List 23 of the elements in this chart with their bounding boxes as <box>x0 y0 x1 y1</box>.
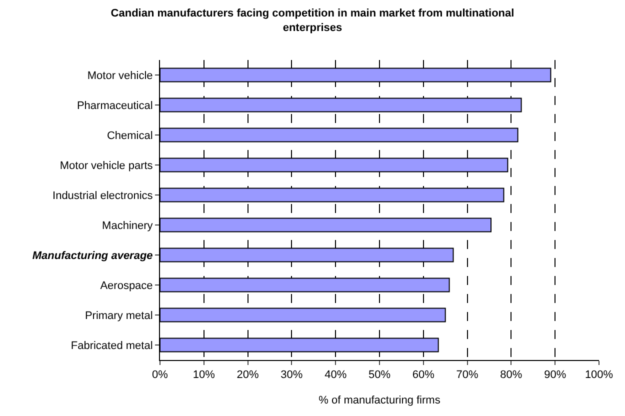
x-tick-label: 80% <box>500 369 522 382</box>
x-tick-label: 50% <box>368 369 391 382</box>
y-tick-label: Chemical <box>106 130 153 142</box>
y-tick-label: Aerospace <box>100 280 153 292</box>
y-tick-label: Machinery <box>102 220 154 232</box>
x-tick-label: 20% <box>236 369 260 382</box>
x-tick-label: 70% <box>456 369 479 382</box>
x-tick-label: 30% <box>280 369 303 382</box>
x-tick-label: 90% <box>544 369 566 382</box>
y-tick-label: Fabricated metal <box>70 340 153 352</box>
chart-title: Candian manufacturers facing competition in main market from multinational enterprises <box>110 8 514 34</box>
y-tick-label: Motor vehicle parts <box>60 160 154 172</box>
x-tick-label: 40% <box>324 369 347 382</box>
x-axis-title: % of manufacturing firms <box>318 394 441 406</box>
x-tick-label: 60% <box>412 369 435 382</box>
y-tick-label: Manufacturing average <box>32 250 153 262</box>
x-tick-label: 10% <box>192 369 216 382</box>
y-tick-label: Industrial electronics <box>52 190 154 202</box>
y-tick-label: Pharmaceutical <box>76 100 153 112</box>
x-tick-label: 100% <box>584 369 614 382</box>
y-tick-label: Primary metal <box>84 310 153 322</box>
y-tick-label: Motor vehicle <box>87 70 153 82</box>
x-tick-label: 0% <box>152 369 168 382</box>
